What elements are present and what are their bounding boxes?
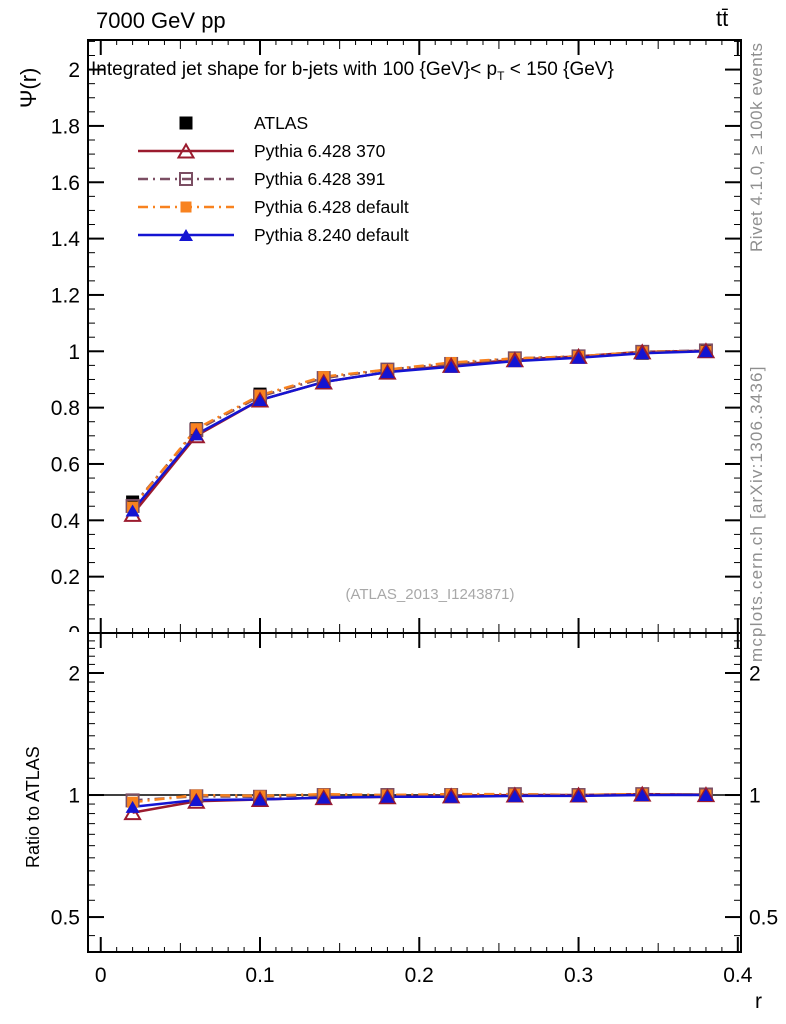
legend-entry-pythia6-default: Pythia 6.428 default	[136, 193, 409, 221]
svg-text:1.2: 1.2	[51, 284, 80, 307]
svg-text:0.4: 0.4	[723, 964, 753, 987]
svg-text:0.5: 0.5	[749, 907, 778, 930]
svg-text:0.3: 0.3	[564, 964, 593, 987]
legend-label: Pythia 6.428 default	[254, 196, 409, 217]
filled-triangle-line-icon	[138, 229, 234, 241]
svg-text:0.6: 0.6	[51, 453, 80, 476]
open-square-dashline-icon	[138, 172, 234, 186]
svg-text:2: 2	[68, 59, 80, 82]
svg-text:0.5: 0.5	[51, 907, 80, 930]
svg-text:0: 0	[68, 623, 80, 646]
svg-text:0.4: 0.4	[51, 510, 81, 533]
svg-text:0.8: 0.8	[51, 397, 80, 420]
svg-text:1.6: 1.6	[51, 172, 80, 195]
svg-text:0.2: 0.2	[405, 964, 434, 987]
legend-label: Pythia 6.428 370	[254, 140, 386, 161]
svg-text:0.2: 0.2	[51, 566, 80, 589]
mcplots-reference-note: mcplots.cern.ch [arXiv:1306.3436]	[747, 365, 766, 662]
x-axis-title: r	[755, 990, 762, 1013]
svg-text:0: 0	[95, 964, 107, 987]
rivet-version-note: Rivet 4.1.0, ≥ 100k events	[747, 42, 766, 252]
legend-label: ATLAS	[254, 112, 309, 133]
plot-title: Integrated jet shape for b-jets with 100…	[91, 59, 614, 83]
legend-entry-atlas: ATLAS	[136, 109, 409, 137]
beam-energy-label: 7000 GeV pp	[96, 8, 226, 33]
legend: ATLAS Pythia 6.428 370 Pythia 6.428 391 …	[136, 109, 409, 249]
svg-text:1: 1	[68, 785, 80, 808]
svg-text:1.8: 1.8	[51, 115, 80, 138]
svg-text:1: 1	[749, 785, 761, 808]
svg-text:2: 2	[749, 662, 761, 685]
ratio-y-axis-title: Ratio to ATLAS	[23, 746, 43, 868]
legend-label: Pythia 6.428 391	[254, 168, 386, 189]
legend-entry-pythia8-default: Pythia 8.240 default	[136, 221, 409, 249]
svg-text:1: 1	[68, 341, 80, 364]
open-triangle-line-icon	[138, 142, 234, 159]
atlas-marker-icon	[179, 116, 193, 130]
main-y-axis-title: Ψ(r)	[16, 67, 41, 108]
analysis-watermark: (ATLAS_2013_I1243871)	[345, 586, 515, 603]
plot-title-post: < 150 {GeV}	[504, 59, 614, 80]
legend-entry-pythia6-391: Pythia 6.428 391	[136, 165, 409, 193]
legend-entry-pythia6-370: Pythia 6.428 370	[136, 137, 409, 165]
svg-text:1.4: 1.4	[51, 228, 81, 251]
plot-title-subscript: T	[497, 68, 505, 83]
plot-title-pre: Integrated jet shape for b-jets with 100…	[91, 59, 498, 80]
svg-text:0.1: 0.1	[245, 964, 274, 987]
process-label: tt̄	[716, 6, 729, 31]
legend-label: Pythia 8.240 default	[254, 224, 409, 245]
svg-text:2: 2	[68, 662, 80, 685]
filled-square-dashline-icon	[138, 201, 234, 213]
